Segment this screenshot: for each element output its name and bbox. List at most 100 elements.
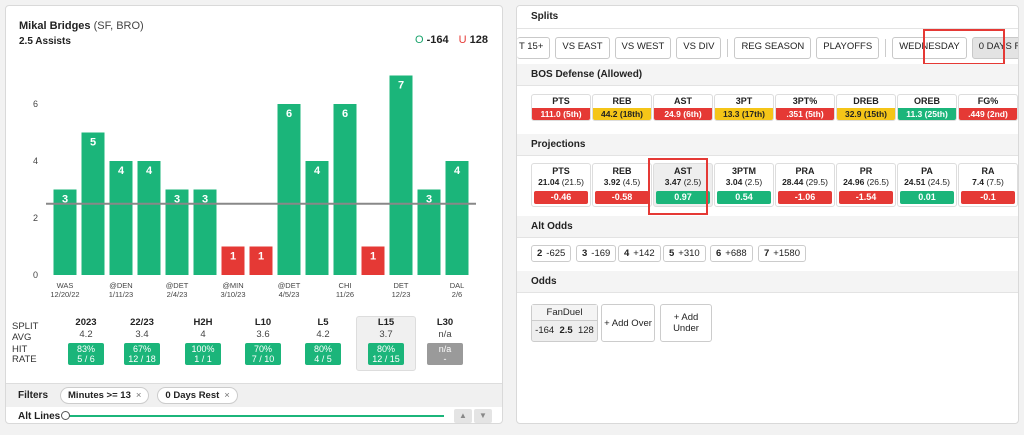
x-tick-label: @DET [278,281,301,290]
x-tick-label: CHI [339,281,352,290]
split-button-wednesday[interactable]: WEDNESDAY [892,37,967,59]
filters-bar: Filters Minutes >= 13 × 0 Days Rest × [6,383,502,407]
close-icon[interactable]: × [135,390,142,401]
bar[interactable] [417,189,441,276]
x-tick-date: 2/4/23 [167,290,188,299]
chevron-down-icon[interactable]: ▼ [474,409,492,423]
defense-stat-dreb: DREB 32.9 (15th) [836,94,896,121]
bar[interactable] [193,189,217,276]
split-button-vs-west[interactable]: VS WEST [614,37,672,59]
avg-label: AVG [12,332,32,343]
split-button-t-15-[interactable]: T 15+ [517,37,551,59]
split-button-vs-div[interactable]: VS DIV [676,37,722,59]
projection-pts[interactable]: PTS 21.04 (21.5) -0.46 [531,163,591,207]
hit-label: HIT [12,344,28,355]
bar[interactable] [305,161,329,275]
add-over-button[interactable]: + Add Over [601,304,655,342]
split-button-playoffs[interactable]: PLAYOFFS [816,37,880,59]
bar[interactable] [389,75,413,276]
split-column-l15[interactable]: L15 3.7 80% 12 / 15 [356,316,416,371]
split-column-l30[interactable]: L30 n/a n/a - [415,317,475,365]
split-button-vs-east[interactable]: VS EAST [555,37,610,59]
bar-value-label: 3 [426,194,432,206]
split-button-0-days-rest[interactable]: 0 DAYS REST [971,37,1018,59]
alt-odds-7[interactable]: 7 +1580 [758,245,806,262]
bar-value-label: 4 [146,165,153,177]
x-tick-date: 3/10/23 [220,290,245,299]
projection-3ptm[interactable]: 3PTM 3.04 (2.5) 0.54 [714,163,774,207]
y-tick-label: 4 [33,156,38,166]
projection-pr[interactable]: PR 24.96 (26.5) -1.54 [836,163,896,207]
x-tick-label: @DEN [109,281,132,290]
x-tick-date: 4/5/23 [279,290,300,299]
bar-value-label: 4 [118,165,125,177]
chevron-up-icon[interactable]: ▲ [454,409,472,423]
hit-rate-pill: 83% 5 / 6 [68,343,104,365]
bar[interactable] [277,104,301,275]
split-button-reg-season[interactable]: REG SEASON [734,37,812,59]
bar-value-label: 1 [258,251,264,263]
under-odds[interactable]: U 128 [458,34,488,46]
player-name: Mikal Bridges (SF, BRO) [19,20,144,32]
projection-reb[interactable]: REB 3.92 (4.5) -0.58 [592,163,652,207]
split-header: L10 [254,317,272,328]
split-avg: 4.2 [316,329,330,340]
projection-ast[interactable]: AST 3.47 (2.5) 0.97 [653,163,713,207]
split-column-22-23[interactable]: 22/23 3.4 67% 12 / 18 [112,317,172,365]
alt-odds-2[interactable]: 2 -625 [531,245,572,262]
alt-lines-row: Alt Lines ▲ ▼ [6,407,502,423]
x-tick-label: DAL [450,281,465,290]
bar[interactable] [137,161,161,275]
split-column-h2h[interactable]: H2H 4 100% 1 / 1 [173,317,233,365]
bar[interactable] [109,161,133,275]
alt-lines-label: Alt Lines [18,410,61,422]
bar[interactable] [445,161,469,275]
bar-value-label: 4 [314,165,321,177]
split-label: SPLIT [12,321,39,332]
defense-stat-pts: PTS 111.0 (5th) [531,94,591,121]
split-column-2023[interactable]: 2023 4.2 83% 5 / 6 [56,317,116,365]
defense-stat-3pt: 3PT 13.3 (17th) [714,94,774,121]
bar-value-label: 5 [90,137,96,149]
defense-stat-reb: REB 44.2 (18th) [592,94,652,121]
matchup-panel: Splits T 15+ VS EAST VS WEST VS DIV REG SEAS… [516,5,1019,424]
alt-odds-3[interactable]: 3 -169 [576,245,617,262]
projection-pa[interactable]: PA 24.51 (24.5) 0.01 [897,163,957,207]
bar[interactable] [165,189,189,276]
split-header: L30 [436,317,454,328]
filter-chip-rest[interactable]: 0 Days Rest × [157,387,238,404]
alt-odds-4[interactable]: 4 +142 [618,245,661,262]
split-column-l10[interactable]: L10 3.6 70% 7 / 10 [233,317,293,365]
alt-lines-slider[interactable] [66,415,444,417]
x-tick-label: @MIN [222,281,243,290]
bar-value-label: 1 [230,251,236,263]
slider-knob[interactable] [61,411,70,420]
bar[interactable] [333,104,357,275]
add-under-button[interactable]: + Add Under [660,304,712,342]
projection-pra[interactable]: PRA 28.44 (29.5) -1.06 [775,163,835,207]
close-icon[interactable]: × [224,390,230,401]
filter-chip-minutes[interactable]: Minutes >= 13 × [60,387,150,404]
split-column-l5[interactable]: L5 4.2 80% 4 / 5 [293,317,353,365]
y-tick-label: 2 [33,213,38,223]
bar-value-label: 3 [174,194,180,206]
split-header: L5 [317,317,329,328]
hit-rate-pill: 67% 12 / 18 [124,343,160,365]
x-tick-date: 12/23 [392,290,411,299]
over-odds[interactable]: O -164 [414,34,449,46]
split-avg: 4.2 [79,329,93,340]
bar[interactable] [249,246,273,276]
x-tick-date: 1/11/23 [109,290,133,299]
bar-value-label: 6 [342,108,348,120]
bar[interactable] [53,189,77,276]
bar[interactable] [361,246,385,276]
alt-odds-6[interactable]: 6 +688 [710,245,753,262]
prop-line: 2.5 Assists [19,36,71,47]
bar-value-label: 7 [398,80,404,92]
alt-odds-5[interactable]: 5 +310 [663,245,706,262]
bar[interactable] [221,246,245,276]
split-avg: 3.6 [256,329,270,340]
projection-ra[interactable]: RA 7.4 (7.5) -0.1 [958,163,1018,207]
fanduel-odds[interactable]: FanDuel -164 2.5 128 [531,304,598,342]
